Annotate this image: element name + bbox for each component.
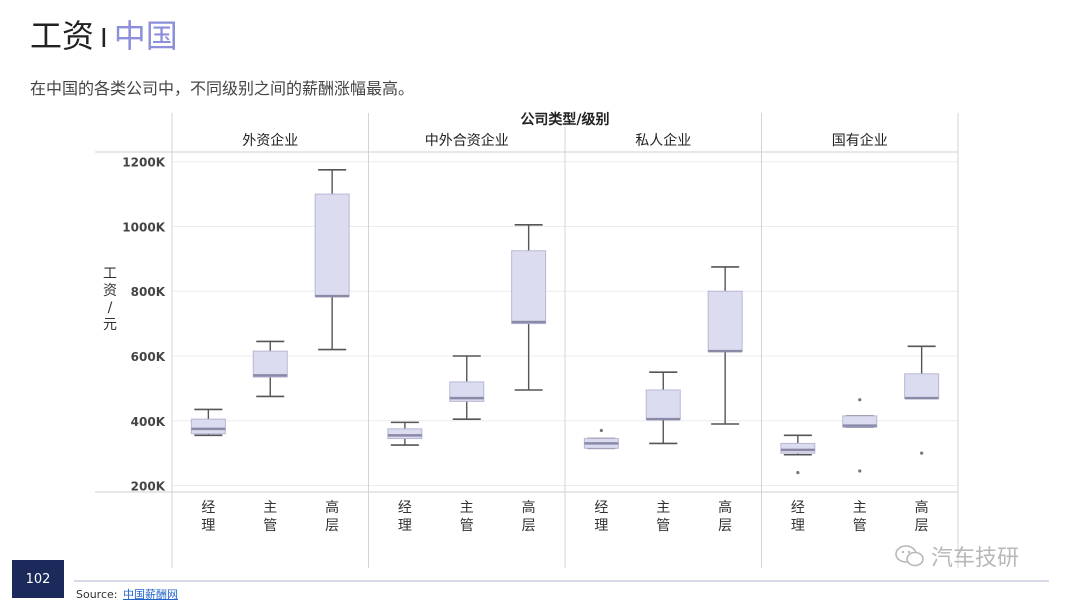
- panel-header: 中外合资企业: [425, 132, 509, 149]
- x-tick-label-char: 理: [201, 518, 215, 534]
- box: [314, 193, 350, 297]
- y-tick-label: 1000K: [122, 220, 165, 234]
- footer-divider: [74, 580, 1049, 582]
- page-number-badge: 102: [12, 560, 64, 598]
- x-tick-label-char: 管: [263, 518, 277, 534]
- box: [904, 373, 940, 399]
- box: [842, 415, 878, 428]
- source-label: Source:: [76, 588, 118, 601]
- title-main: 工资: [30, 17, 95, 55]
- y-tick-label: 400K: [131, 415, 166, 429]
- watermark-text: 汽车技研: [931, 546, 1020, 571]
- y-axis-label-char: 资: [103, 283, 117, 299]
- x-tick-label-char: 层: [522, 518, 536, 534]
- x-tick-label-char: 高: [915, 499, 929, 516]
- y-axis-label-char: 元: [103, 317, 117, 333]
- x-tick-label-char: 高: [325, 499, 339, 516]
- box: [780, 442, 816, 454]
- box: [190, 418, 226, 435]
- outlier-point: [858, 469, 862, 473]
- x-tick-label-char: 经: [201, 500, 215, 516]
- x-tick-label-char: 管: [853, 518, 867, 534]
- outlier-point: [599, 428, 603, 433]
- outlier-point: [920, 451, 924, 455]
- x-tick-label-char: 主: [263, 500, 277, 516]
- title-separator: I: [100, 24, 108, 54]
- x-tick-label-char: 经: [594, 500, 608, 516]
- x-tick-label-char: 经: [398, 500, 412, 516]
- outlier-point: [858, 398, 862, 402]
- y-axis-label-char: 工: [103, 266, 117, 282]
- y-tick-label: 200K: [131, 480, 166, 494]
- x-tick-label-char: 层: [718, 518, 732, 534]
- box: [449, 381, 485, 402]
- outlier-point: [796, 470, 800, 475]
- box: [387, 428, 423, 440]
- x-tick-label-char: 高: [718, 499, 732, 516]
- x-tick-label-char: 层: [325, 518, 339, 534]
- source-note: Source: 中国薪酬网: [76, 586, 178, 602]
- box: [511, 250, 547, 325]
- chart-title: 公司类型/级别: [520, 111, 609, 128]
- x-tick-label-char: 经: [791, 500, 805, 516]
- page-subtitle: 在中国的各类公司中，不同级别之间的薪酬涨幅最高。: [30, 79, 415, 98]
- x-tick-label-char: 理: [398, 518, 412, 534]
- x-tick-label-char: 层: [915, 518, 929, 534]
- wechat-icon: [895, 545, 924, 567]
- watermark: 汽车技研: [895, 540, 1019, 572]
- y-tick-label: 1200K: [122, 156, 165, 170]
- box: [252, 350, 288, 378]
- x-tick-label-char: 管: [656, 518, 670, 534]
- y-tick-label: 600K: [131, 350, 166, 364]
- x-tick-label-char: 主: [460, 500, 474, 516]
- y-tick-label: 800K: [131, 285, 166, 299]
- y-axis-label-char: /: [108, 300, 113, 316]
- page-title: 工资 I 中国: [30, 16, 178, 59]
- x-tick-label-char: 主: [656, 500, 670, 516]
- box: [707, 290, 743, 352]
- x-tick-label-char: 理: [594, 518, 608, 534]
- x-tick-label-char: 高: [522, 499, 536, 516]
- panel-header: 私人企业: [635, 132, 691, 149]
- panel-header: 外资企业: [242, 132, 298, 149]
- title-sub: 中国: [113, 17, 178, 55]
- panel-header: 国有企业: [832, 132, 888, 149]
- x-tick-label-char: 理: [791, 518, 805, 534]
- x-tick-label-char: 主: [853, 500, 867, 516]
- x-tick-label-char: 管: [460, 518, 474, 534]
- source-link[interactable]: 中国薪酬网: [123, 588, 178, 601]
- box: [645, 389, 681, 420]
